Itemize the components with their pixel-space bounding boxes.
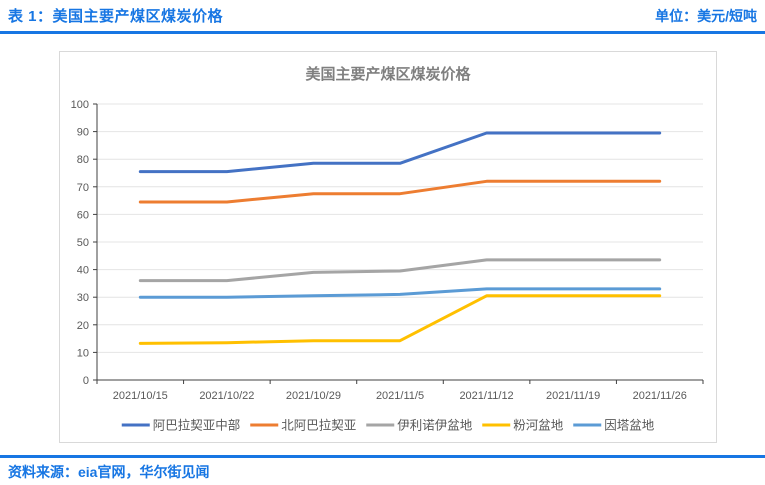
y-tick-label: 70 (77, 182, 89, 194)
y-tick-label: 60 (77, 209, 89, 221)
footer-divider (0, 455, 765, 458)
x-tick-label: 2021/11/12 (459, 390, 513, 402)
data-source: 资料来源：eia官网，华尔街见闻 (8, 464, 210, 480)
y-tick-label: 10 (77, 347, 89, 359)
y-tick-label: 100 (71, 99, 89, 111)
x-tick-label: 2021/11/5 (376, 390, 424, 402)
legend-label: 粉河盆地 (513, 418, 564, 433)
header-divider (0, 31, 765, 34)
legend-item-2: 伊利诺伊盆地 (366, 419, 473, 433)
unit-label: 单位：美元/短吨 (655, 7, 757, 24)
y-tick-label: 40 (77, 265, 89, 277)
y-tick-label: 20 (77, 320, 89, 332)
x-tick-label: 2021/10/29 (286, 390, 341, 402)
legend-label: 阿巴拉契亚中部 (153, 418, 241, 433)
x-tick-label: 2021/11/19 (546, 390, 600, 402)
y-tick-label: 30 (77, 292, 89, 304)
series-line-2 (138, 258, 662, 283)
y-tick-label: 0 (83, 375, 89, 387)
y-tick-label: 90 (77, 127, 89, 139)
legend-label: 伊利诺伊盆地 (397, 419, 473, 433)
legend-label: 北阿巴拉契亚 (281, 418, 356, 433)
x-tick-label: 2021/10/22 (199, 390, 254, 402)
legend-item-3: 粉河盆地 (482, 418, 564, 433)
table-title: 表 1：美国主要产煤区煤炭价格 (8, 8, 224, 25)
series-line-1 (138, 179, 662, 204)
x-tick-label: 2021/10/15 (113, 390, 168, 402)
series-line-4 (138, 287, 662, 299)
legend-label: 因塔盆地 (604, 419, 655, 433)
coal-price-chart: 美国主要产煤区煤炭价格 0 10 20 30 40 50 60 70 80 90 100 2021/10… (59, 51, 717, 443)
y-tick-label: 80 (77, 154, 89, 166)
legend-item-4: 因塔盆地 (573, 419, 655, 433)
x-tick-label: 2021/11/26 (633, 390, 687, 402)
y-tick-label: 50 (77, 237, 89, 249)
report-header: 表 1：美国主要产煤区煤炭价格 单位：美元/短吨 (0, 0, 765, 31)
legend-item-1: 北阿巴拉契亚 (250, 418, 356, 433)
line-chart-canvas: 美国主要产煤区煤炭价格 0 10 20 30 40 50 60 70 80 90 100 2021/10… (71, 65, 704, 433)
series-line-3 (138, 294, 662, 345)
chart-title: 美国主要产煤区煤炭价格 (305, 65, 471, 83)
series-line-0 (138, 131, 662, 174)
legend-item-0: 阿巴拉契亚中部 (121, 418, 241, 433)
